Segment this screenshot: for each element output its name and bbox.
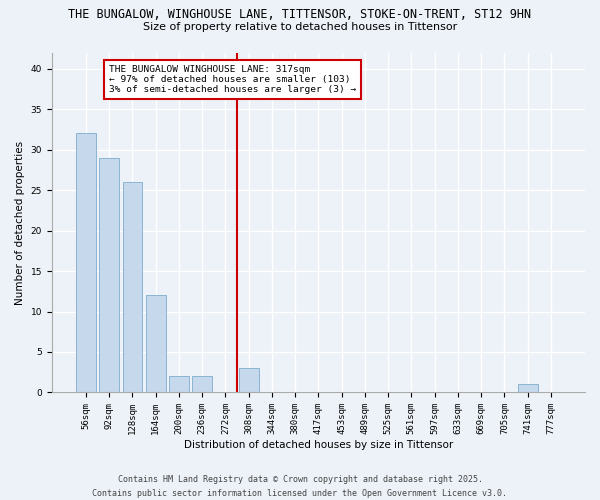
X-axis label: Distribution of detached houses by size in Tittensor: Distribution of detached houses by size … [184, 440, 453, 450]
Bar [146, 296, 166, 392]
Y-axis label: Number of detached properties: Number of detached properties [15, 140, 25, 304]
Text: THE BUNGALOW, WINGHOUSE LANE, TITTENSOR, STOKE-ON-TRENT, ST12 9HN: THE BUNGALOW, WINGHOUSE LANE, TITTENSOR,… [68, 8, 532, 20]
Bar [99, 158, 119, 392]
Text: THE BUNGALOW WINGHOUSE LANE: 317sqm
← 97% of detached houses are smaller (103)
3: THE BUNGALOW WINGHOUSE LANE: 317sqm ← 97… [109, 64, 356, 94]
Bar [122, 182, 142, 392]
Bar [518, 384, 538, 392]
Text: Contains HM Land Registry data © Crown copyright and database right 2025.
Contai: Contains HM Land Registry data © Crown c… [92, 476, 508, 498]
Text: Size of property relative to detached houses in Tittensor: Size of property relative to detached ho… [143, 22, 457, 32]
Bar [169, 376, 189, 392]
Bar [239, 368, 259, 392]
Bar [192, 376, 212, 392]
Bar [76, 134, 96, 392]
